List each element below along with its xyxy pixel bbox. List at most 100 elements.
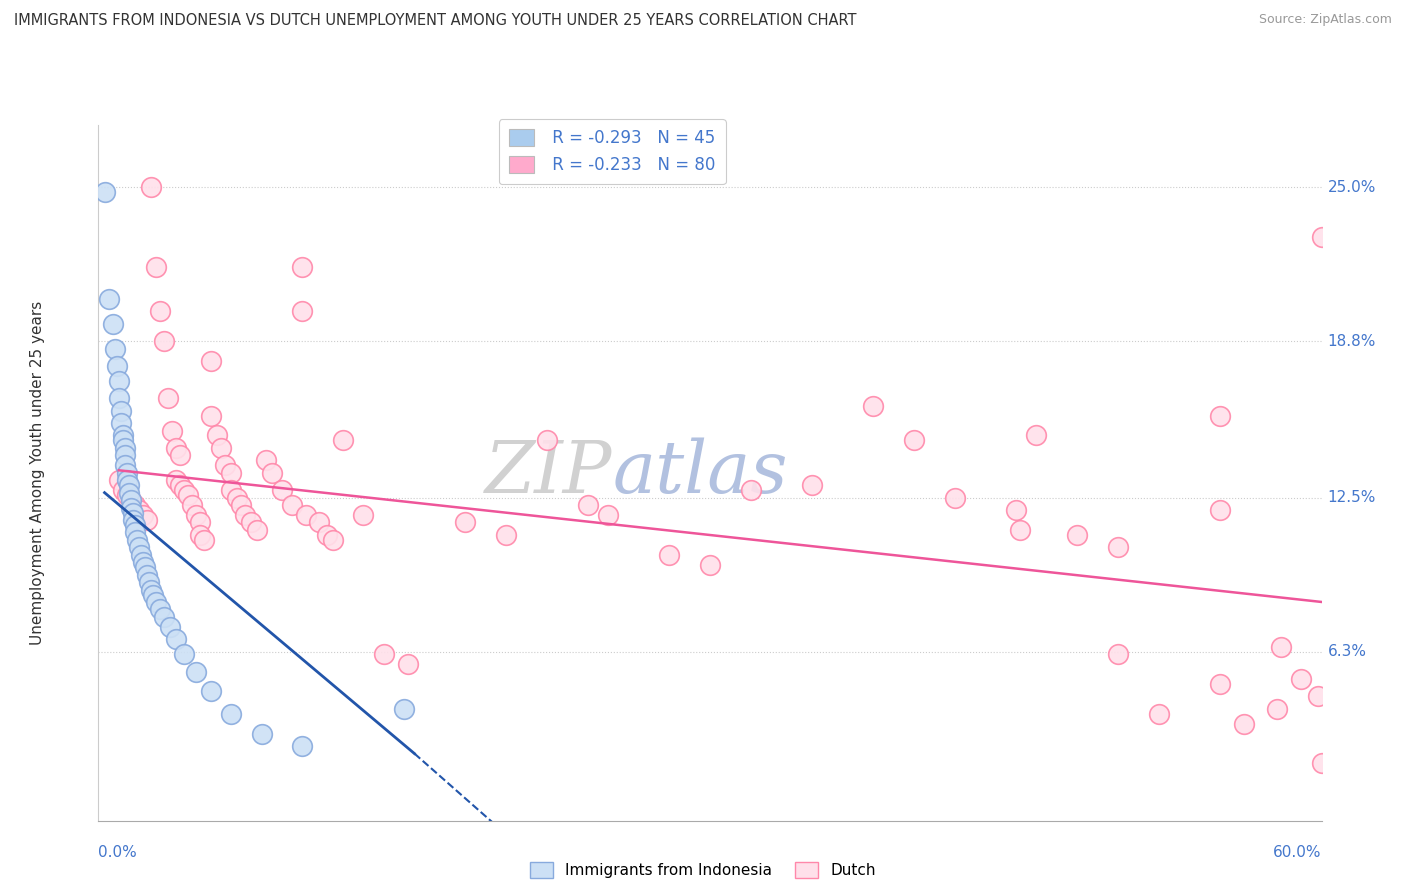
Point	[111, 483, 134, 498]
Point	[110, 403, 132, 417]
Text: ZIP: ZIP	[485, 437, 612, 508]
Point	[332, 434, 354, 448]
Point	[165, 632, 187, 647]
Point	[118, 478, 141, 492]
Point	[219, 483, 242, 498]
Point	[226, 491, 249, 505]
Point	[120, 493, 142, 508]
Point	[93, 185, 115, 199]
Text: 6.3%: 6.3%	[1327, 644, 1367, 659]
Point	[233, 508, 256, 522]
Point	[108, 473, 131, 487]
Legend: Immigrants from Indonesia, Dutch: Immigrants from Indonesia, Dutch	[524, 856, 882, 884]
Point	[270, 483, 294, 498]
Point	[169, 449, 191, 463]
Legend:  R = -0.293   N = 45,  R = -0.233   N = 80: R = -0.293 N = 45, R = -0.233 N = 80	[499, 120, 725, 184]
Point	[200, 409, 222, 423]
Text: IMMIGRANTS FROM INDONESIA VS DUTCH UNEMPLOYMENT AMONG YOUTH UNDER 25 YEARS CORRE: IMMIGRANTS FROM INDONESIA VS DUTCH UNEMP…	[14, 13, 856, 29]
Point	[115, 466, 138, 480]
Point	[169, 478, 191, 492]
Point	[1025, 428, 1047, 442]
Point	[136, 513, 159, 527]
Point	[396, 657, 419, 671]
Point	[219, 466, 242, 480]
Point	[108, 391, 131, 405]
Point	[1233, 716, 1256, 731]
Point	[291, 260, 314, 274]
Point	[219, 706, 242, 721]
Point	[132, 508, 155, 522]
Point	[943, 491, 966, 505]
Point	[1265, 702, 1288, 716]
Point	[128, 503, 150, 517]
Point	[322, 533, 344, 547]
Text: Source: ZipAtlas.com: Source: ZipAtlas.com	[1258, 13, 1392, 27]
Point	[115, 473, 138, 487]
Point	[142, 588, 165, 602]
Point	[295, 508, 318, 522]
Point	[536, 434, 558, 448]
Point	[801, 478, 824, 492]
Point	[145, 260, 167, 274]
Point	[186, 508, 208, 522]
Point	[740, 483, 762, 498]
Point	[454, 516, 477, 530]
Point	[173, 647, 195, 661]
Point	[124, 517, 146, 532]
Point	[128, 541, 150, 555]
Point	[1270, 640, 1292, 654]
Point	[862, 399, 884, 413]
Point	[291, 739, 314, 753]
Point	[152, 610, 174, 624]
Point	[165, 473, 187, 487]
Point	[1008, 523, 1031, 537]
Point	[1209, 503, 1232, 517]
Point	[308, 516, 330, 530]
Point	[118, 485, 141, 500]
Point	[159, 620, 181, 634]
Point	[658, 548, 681, 562]
Point	[111, 428, 134, 442]
Point	[105, 359, 128, 373]
Text: 12.5%: 12.5%	[1327, 490, 1376, 505]
Point	[1310, 756, 1333, 771]
Point	[110, 416, 132, 430]
Point	[1066, 528, 1088, 542]
Point	[186, 665, 208, 679]
Point	[122, 513, 145, 527]
Point	[115, 488, 138, 502]
Point	[114, 441, 136, 455]
Point	[101, 317, 124, 331]
Point	[200, 354, 222, 368]
Point	[108, 374, 131, 388]
Point	[291, 304, 314, 318]
Point	[127, 533, 149, 547]
Point	[1107, 647, 1129, 661]
Point	[124, 525, 146, 540]
Point	[149, 304, 172, 318]
Point	[145, 595, 167, 609]
Point	[315, 528, 337, 542]
Point	[177, 488, 200, 502]
Point	[200, 684, 222, 698]
Point	[1306, 690, 1329, 704]
Text: Unemployment Among Youth under 25 years: Unemployment Among Youth under 25 years	[30, 301, 45, 645]
Point	[97, 292, 120, 306]
Point	[124, 498, 146, 512]
Point	[111, 434, 134, 448]
Point	[1147, 706, 1170, 721]
Point	[149, 602, 172, 616]
Point	[1291, 672, 1313, 686]
Text: 25.0%: 25.0%	[1327, 179, 1376, 194]
Point	[181, 498, 204, 512]
Point	[205, 428, 228, 442]
Point	[132, 555, 155, 569]
Point	[352, 508, 374, 522]
Point	[246, 523, 269, 537]
Point	[250, 726, 273, 740]
Point	[122, 506, 145, 520]
Point	[173, 483, 195, 498]
Point	[699, 558, 721, 572]
Point	[134, 560, 156, 574]
Point	[152, 334, 174, 348]
